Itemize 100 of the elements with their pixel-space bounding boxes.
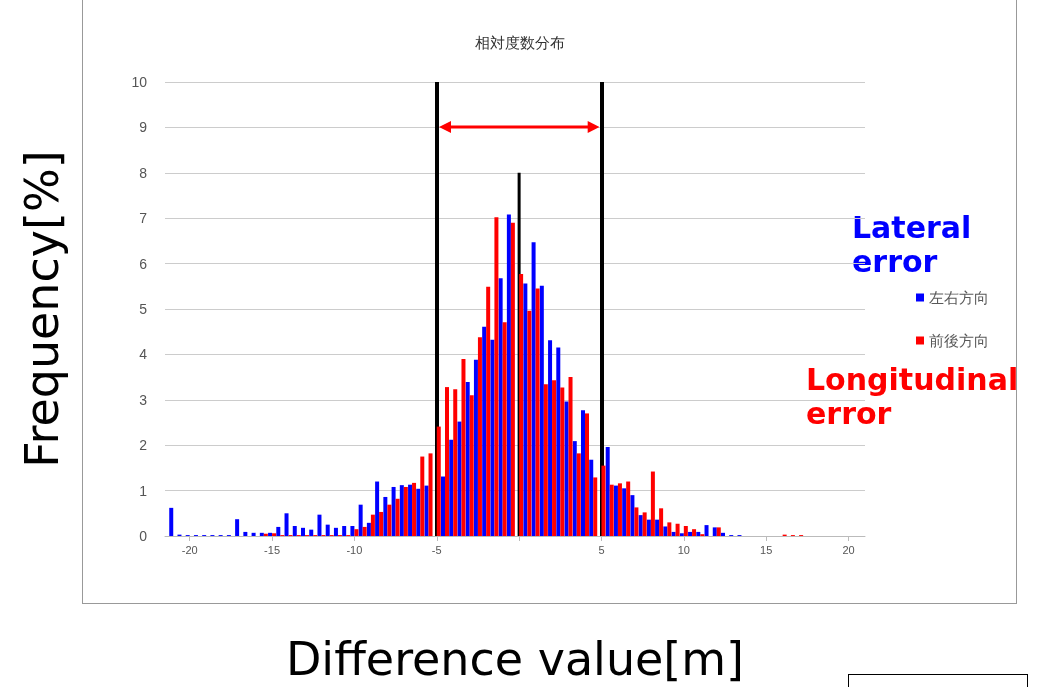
bar — [498, 278, 503, 536]
bar — [539, 285, 544, 536]
x-tick-label: 15 — [760, 543, 773, 556]
bar — [609, 484, 614, 536]
bar — [502, 322, 507, 536]
bar — [692, 529, 697, 536]
bar — [688, 531, 693, 536]
bar — [259, 532, 264, 536]
bar — [383, 496, 388, 536]
bar — [251, 532, 256, 536]
bar — [399, 485, 404, 536]
bar — [572, 441, 577, 536]
bar — [589, 459, 594, 536]
bar — [704, 525, 709, 536]
bar — [325, 524, 330, 536]
bar — [362, 526, 367, 536]
bar — [354, 529, 359, 536]
bar — [552, 380, 557, 536]
bar — [370, 514, 375, 536]
bar — [333, 527, 338, 536]
bar — [634, 507, 639, 536]
bar — [403, 486, 408, 536]
bar — [564, 401, 569, 536]
bar — [535, 288, 540, 536]
bar — [301, 527, 305, 536]
bar — [622, 488, 627, 536]
bar — [461, 358, 466, 536]
bar — [494, 217, 499, 536]
bar — [235, 519, 240, 536]
bar — [408, 484, 413, 536]
bar — [630, 495, 635, 536]
y-tick-label: 0 — [139, 528, 148, 544]
bar — [366, 522, 371, 536]
x-tick-label: -5 — [431, 543, 442, 556]
bar — [342, 526, 347, 536]
bar — [560, 387, 565, 536]
bar — [436, 426, 441, 536]
bar — [276, 526, 281, 536]
bar — [379, 511, 384, 536]
bar — [585, 413, 589, 536]
bar — [375, 481, 380, 536]
bar — [482, 326, 487, 536]
bar — [519, 274, 524, 536]
bar — [556, 347, 561, 536]
bar — [469, 395, 474, 536]
x-tick-label: -20 — [181, 543, 198, 556]
bar — [527, 310, 532, 536]
bar — [650, 471, 655, 536]
y-tick-label: 4 — [139, 346, 148, 363]
bar — [457, 421, 462, 536]
bar — [675, 523, 680, 536]
y-tick-label: 9 — [139, 119, 148, 136]
bar — [655, 519, 660, 536]
y-tick-label: 1 — [139, 482, 148, 499]
bar — [350, 526, 355, 536]
bar — [395, 498, 400, 536]
bar — [712, 527, 717, 536]
bar — [358, 504, 363, 536]
bar — [486, 286, 491, 536]
bar — [453, 389, 458, 536]
bar — [510, 222, 515, 536]
bar — [523, 283, 528, 536]
bar — [568, 377, 573, 536]
bar — [391, 486, 396, 536]
bar — [548, 340, 553, 536]
bar — [309, 529, 314, 536]
bar — [638, 515, 643, 536]
bar — [593, 477, 598, 536]
bar — [716, 527, 721, 536]
bar — [679, 533, 684, 536]
bar — [506, 214, 511, 536]
bar — [243, 531, 248, 536]
bar — [671, 531, 676, 536]
bar — [696, 531, 701, 536]
y-tick-label: 10 — [131, 74, 148, 90]
x-axis-title: Difference value[m] — [285, 632, 745, 686]
bar — [581, 410, 585, 536]
bar — [272, 533, 277, 536]
bar — [441, 476, 445, 536]
bar — [317, 514, 322, 536]
bar — [477, 337, 482, 536]
y-tick-label: 7 — [139, 210, 148, 227]
bar — [659, 508, 664, 536]
bar — [465, 382, 470, 536]
bar — [721, 532, 725, 536]
bar — [490, 339, 495, 536]
bar — [169, 507, 174, 536]
bar — [663, 526, 668, 536]
y-tick-label: 3 — [139, 391, 148, 408]
x-tick-label: 5 — [598, 543, 605, 556]
y-tick-label: 2 — [139, 437, 148, 454]
bar — [424, 485, 429, 536]
bar — [626, 481, 631, 536]
bar — [605, 447, 610, 536]
x-tick-label: -10 — [346, 543, 363, 556]
bar — [613, 485, 618, 536]
bar — [531, 242, 536, 536]
x-tick-label: -15 — [264, 543, 281, 556]
bar — [646, 519, 651, 536]
bar — [428, 453, 433, 536]
